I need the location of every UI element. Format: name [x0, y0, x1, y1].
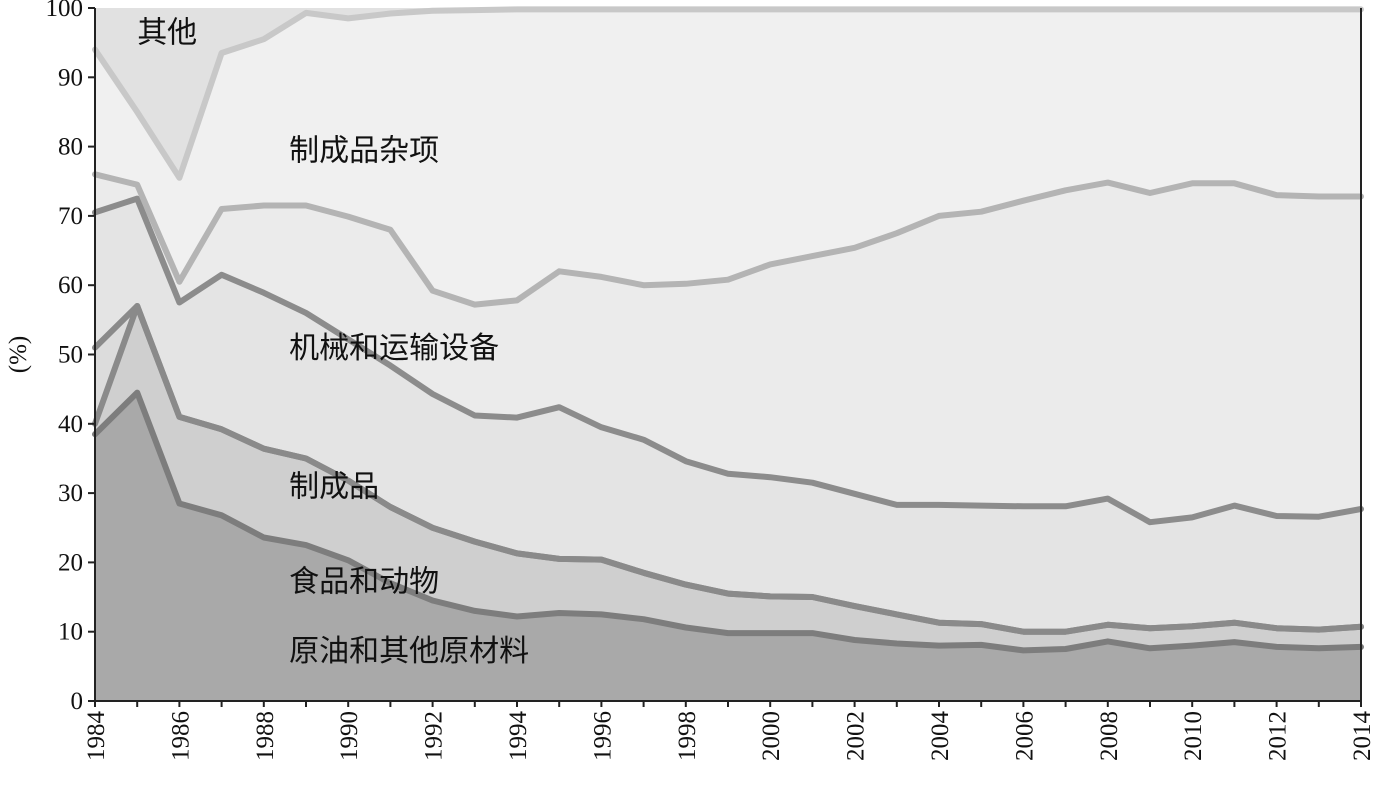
y-tick-label: 20	[58, 549, 83, 576]
x-tick-label: 1994	[505, 711, 532, 762]
series-line-6	[92, 6, 1364, 181]
plot-area	[92, 6, 1364, 702]
area-label-6: 原油和其他原材料	[289, 634, 529, 669]
x-tick-label: 1986	[167, 711, 194, 761]
x-tick-label: 1996	[589, 711, 616, 761]
series-line-1	[92, 389, 1364, 654]
x-tick-label: 1984	[83, 711, 110, 762]
series-lines	[92, 6, 1364, 654]
area-label-2: 制成品杂项	[289, 133, 439, 168]
x-tick-label: 2004	[927, 711, 954, 762]
area-label-1: 其他	[137, 16, 197, 51]
area-label-3: 机械和运输设备	[289, 331, 499, 366]
x-tick-label: 2012	[1265, 711, 1292, 761]
x-tick-label: 2014	[1349, 711, 1376, 762]
series-line-3	[92, 303, 1364, 635]
y-ticks: 0 10 20 30 40 50 60 70 80 90 100	[46, 0, 95, 715]
x-tick-label: 2002	[843, 711, 870, 761]
y-tick-label: 30	[58, 480, 83, 507]
x-tick-label: 2000	[758, 711, 785, 761]
series-line-5	[92, 171, 1364, 308]
y-tick-label: 80	[58, 134, 83, 161]
y-tick-label: 100	[46, 0, 84, 22]
series-line-4	[92, 195, 1364, 526]
x-tick-label: 2008	[1096, 711, 1123, 761]
y-tick-label: 50	[58, 342, 83, 369]
x-tick-label: 2010	[1180, 711, 1207, 761]
x-tick-label: 1990	[336, 711, 363, 761]
y-tick-label: 90	[58, 64, 83, 91]
area-label-4: 制成品	[289, 470, 379, 505]
area-label-5: 食品和动物	[289, 565, 439, 600]
y-tick-label: 60	[58, 272, 83, 299]
x-ticks: 1984 1986 1988 1990 1992 1994 1996 1998 2000 2002…	[83, 701, 1376, 761]
y-axis-label: (%)	[5, 336, 32, 373]
x-tick-label: 1998	[674, 711, 701, 761]
x-tick-label: 1992	[421, 711, 448, 761]
x-tick-label: 2006	[1011, 711, 1038, 761]
y-tick-label: 70	[58, 203, 83, 230]
y-tick-label: 0	[71, 688, 84, 715]
area-fill-1	[95, 392, 1361, 701]
y-tick-label: 40	[58, 411, 83, 438]
area-fills	[95, 9, 1361, 702]
x-tick-label: 1988	[252, 711, 279, 761]
y-tick-label: 10	[58, 619, 83, 646]
